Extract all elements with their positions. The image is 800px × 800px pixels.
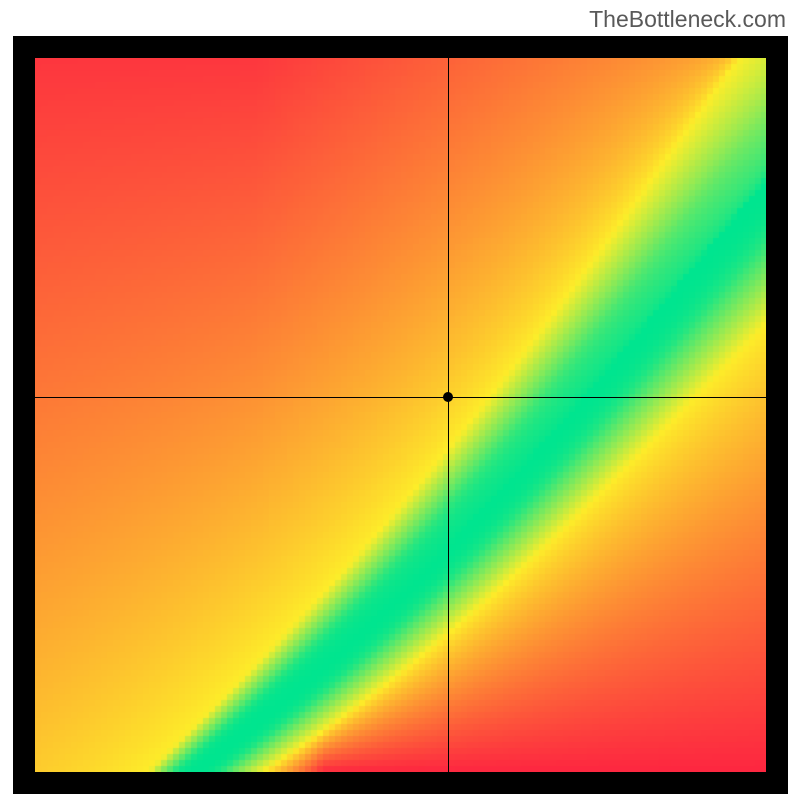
chart-container: TheBottleneck.com bbox=[0, 0, 800, 800]
crosshair-marker-dot bbox=[443, 392, 453, 402]
crosshair-vertical bbox=[448, 58, 449, 772]
watermark-text: TheBottleneck.com bbox=[589, 6, 786, 33]
heatmap-plot-area bbox=[35, 58, 766, 772]
crosshair-horizontal bbox=[35, 397, 766, 398]
heatmap-canvas bbox=[35, 58, 766, 772]
